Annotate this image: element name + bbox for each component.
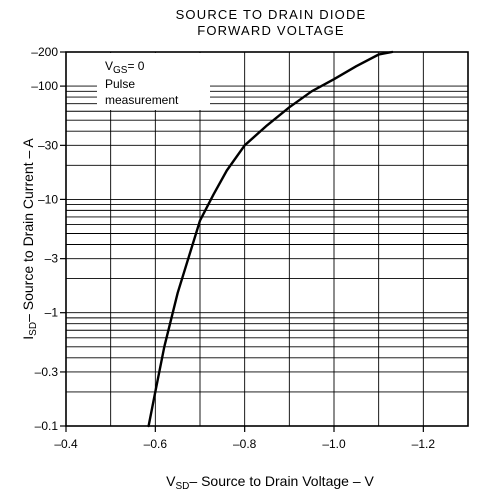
annotation-vgs-rest: = 0 — [127, 59, 144, 73]
annotation-box — [97, 53, 210, 110]
y-axis-label-rest: – Source to Drain Current – A — [20, 138, 36, 322]
x-axis-label-sub: SD — [175, 481, 189, 492]
y-tick-label: –10 — [38, 192, 58, 206]
chart-title-line-2: FORWARD VOLTAGE — [197, 23, 345, 38]
y-axis-label-main: I — [20, 336, 36, 340]
y-axis-label: ISD– Source to Drain Current – A — [20, 138, 39, 340]
chart-title-line-1: SOURCE TO DRAIN DIODE — [176, 7, 367, 22]
annotation-measurement: measurement — [105, 93, 179, 107]
x-tick-label: –0.4 — [54, 437, 78, 451]
x-tick-label: –1.2 — [412, 437, 436, 451]
annotation-pulse: Pulse — [105, 77, 135, 91]
x-tick-labels: –0.4 –0.6 –0.8 –1.0 –1.2 — [54, 437, 435, 451]
y-tick-label: –3 — [45, 252, 59, 266]
y-tick-label: –0.1 — [35, 419, 59, 433]
y-tick-label: –1 — [45, 306, 59, 320]
tick-marks — [60, 51, 424, 432]
y-tick-label: –30 — [38, 138, 58, 152]
annotation-vgs: VGS= 0 — [105, 59, 145, 76]
y-tick-label: –100 — [31, 79, 58, 93]
y-axis-label-sub: SD — [28, 322, 39, 336]
y-tick-labels: –0.1 –0.3 –1 –3 –10 –30 –100 –200 — [31, 45, 58, 433]
x-axis-label-rest: – Source to Drain Voltage – V — [189, 473, 374, 489]
x-tick-label: –1.0 — [322, 437, 346, 451]
annotation-vgs-sub: GS — [113, 65, 128, 76]
x-tick-label: –0.8 — [233, 437, 257, 451]
series-curve — [147, 50, 394, 428]
x-axis-label: VSD– Source to Drain Voltage – V — [166, 473, 374, 492]
grid — [66, 52, 468, 426]
plot-frame — [65, 51, 469, 427]
y-tick-label: –0.3 — [35, 365, 59, 379]
x-tick-label: –0.6 — [144, 437, 168, 451]
x-axis-label-main: V — [166, 473, 176, 489]
annotation-vgs-main: V — [105, 59, 113, 73]
y-tick-label: –200 — [31, 45, 58, 59]
